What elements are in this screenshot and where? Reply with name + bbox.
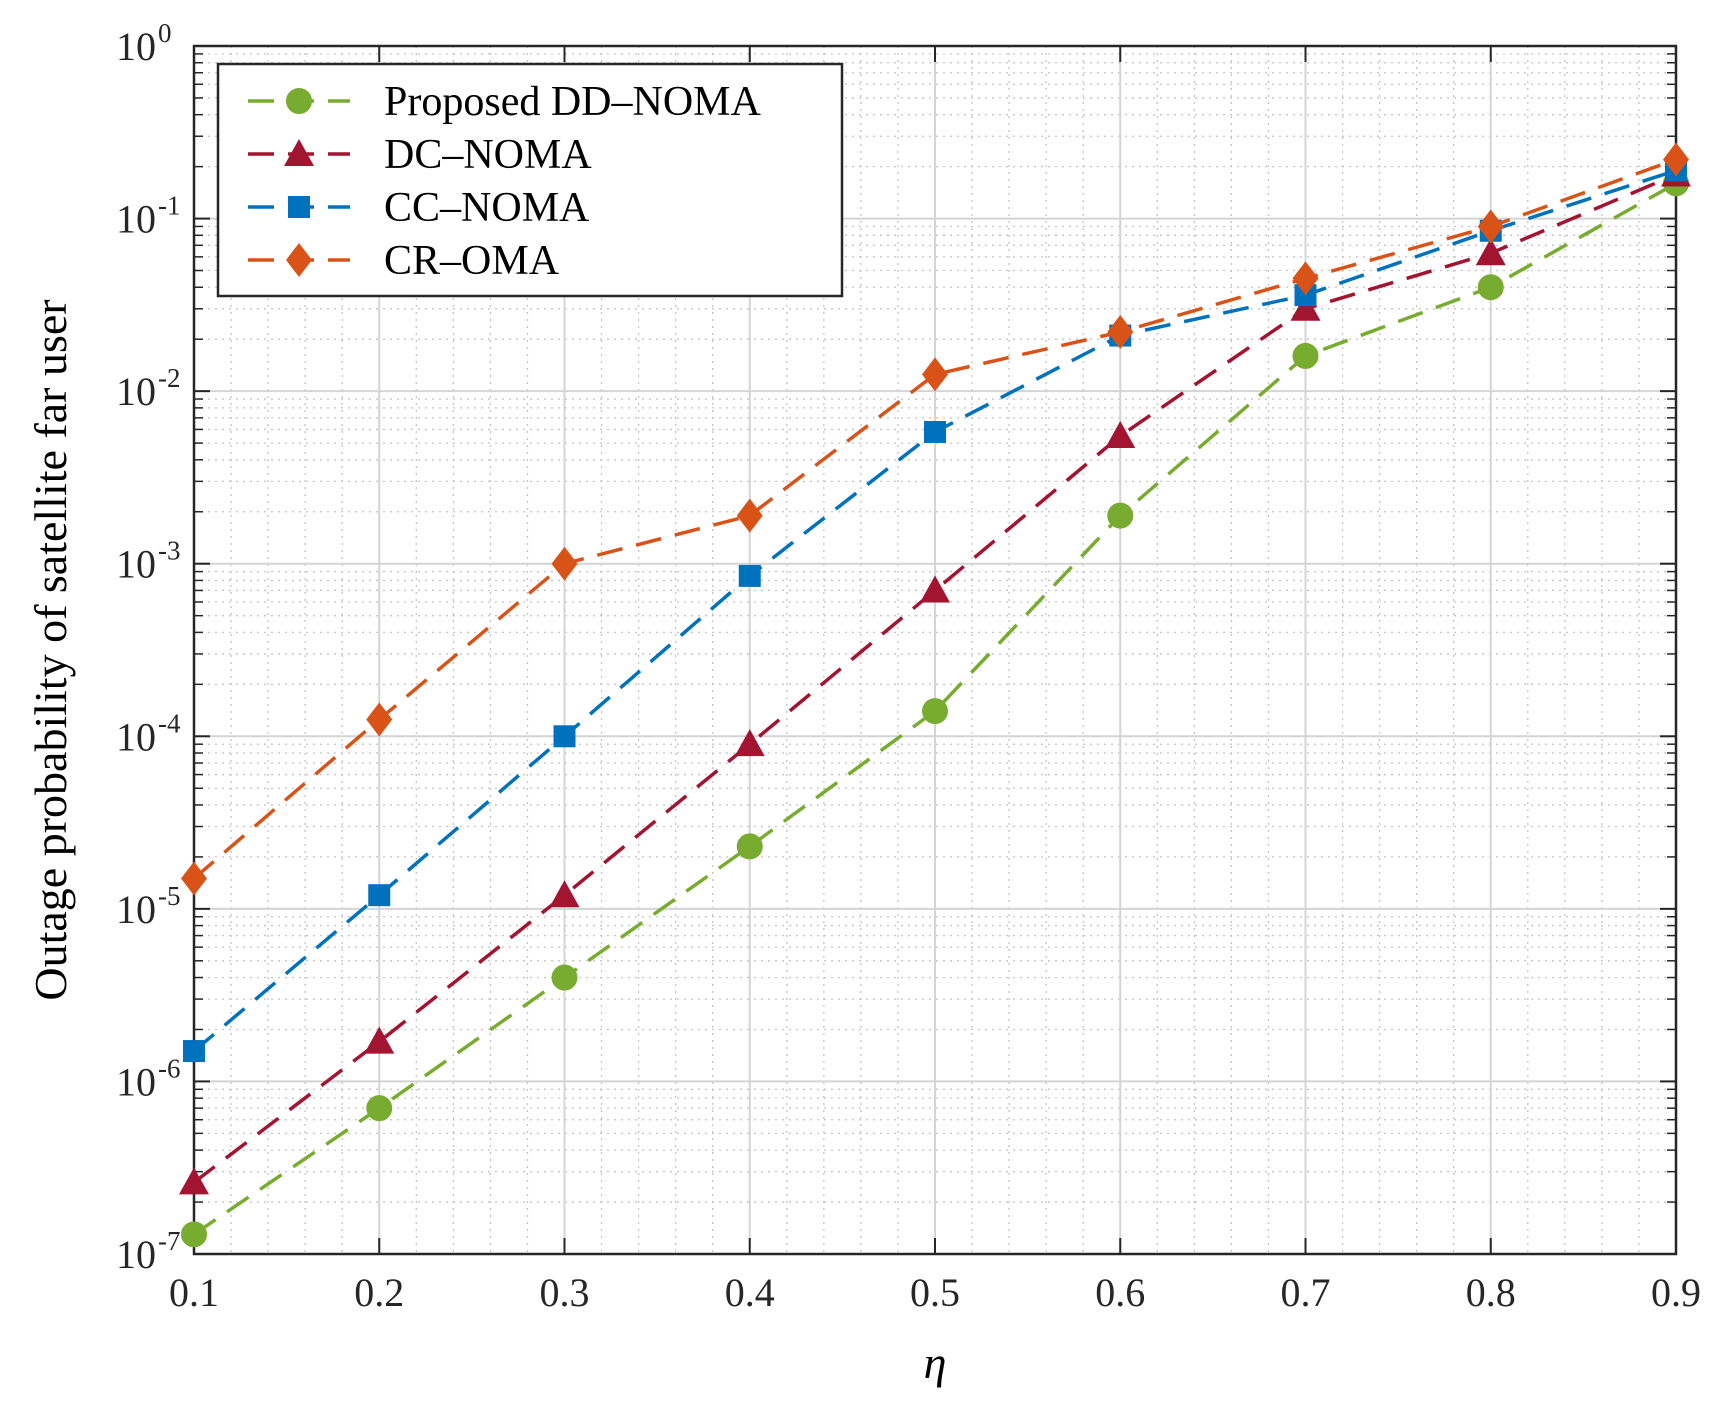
x-tick-label: 0.8 — [1466, 1270, 1516, 1315]
data-point — [736, 498, 763, 533]
series-0 — [181, 170, 1689, 1248]
y-tick-label: 10 0 — [116, 18, 172, 69]
y-tick-label: 10 -2 — [116, 363, 181, 414]
legend-item: DC–NOMA — [248, 132, 592, 178]
data-point — [734, 729, 765, 757]
y-tick-exponent: -5 — [158, 881, 181, 911]
series-3 — [181, 142, 1689, 896]
data-point — [1475, 238, 1506, 266]
data-point — [920, 575, 950, 603]
x-tick-label: 0.6 — [1095, 1270, 1145, 1315]
data-point — [551, 964, 578, 991]
legend-item: CC–NOMA — [248, 185, 590, 231]
y-tick-exponent: -4 — [158, 708, 181, 738]
x-tick-labels: 0.1 0.2 0.3 0.4 0.5 0.6 0.7 0.8 0.9 — [169, 1270, 1701, 1315]
y-tick-label: 10 -3 — [116, 536, 181, 587]
y-tick-base: 10 — [116, 24, 156, 69]
data-point — [1477, 209, 1504, 244]
data-point — [368, 884, 391, 907]
y-tick-label: 10 -4 — [116, 708, 181, 759]
data-point — [181, 861, 207, 896]
y-tick-exponent: -6 — [158, 1053, 181, 1083]
data-point — [922, 357, 948, 392]
y-tick-exponent: -1 — [158, 191, 181, 221]
data-point — [366, 702, 393, 737]
legend-label: CR–OMA — [384, 238, 560, 284]
data-point — [179, 1167, 209, 1195]
legend-item: CR–OMA — [248, 238, 560, 284]
y-tick-exponent: -3 — [158, 536, 181, 566]
data-point — [364, 1026, 395, 1054]
data-point — [1105, 420, 1136, 448]
data-point — [922, 698, 948, 725]
data-point — [1477, 274, 1504, 301]
y-tick-base: 10 — [116, 887, 156, 932]
y-tick-exponent: -7 — [158, 1226, 181, 1256]
y-tick-base: 10 — [116, 197, 156, 242]
legend-box — [216, 62, 844, 298]
data-point — [1663, 142, 1689, 177]
data-point — [553, 725, 576, 748]
series-line — [193, 181, 1677, 1236]
series-line — [192, 172, 1677, 1184]
data-point — [1107, 315, 1134, 350]
y-tick-base: 10 — [116, 714, 156, 759]
y-tick-label: 10 -6 — [116, 1053, 181, 1104]
legend: Proposed DD–NOMA DC–NOMA CC–NOMA CR–OMA — [216, 62, 844, 298]
x-tick-label: 0.9 — [1651, 1270, 1701, 1315]
legend-label: CC–NOMA — [384, 185, 590, 231]
x-tick-label: 0.3 — [540, 1270, 590, 1315]
y-tick-label: 10 -7 — [116, 1226, 181, 1277]
x-tick-label: 0.7 — [1281, 1270, 1331, 1315]
data-point — [1107, 502, 1134, 529]
legend-marker — [286, 88, 312, 114]
data-point — [736, 833, 763, 860]
y-tick-label: 10 -1 — [116, 191, 181, 242]
y-tick-base: 10 — [116, 542, 156, 587]
y-tick-exponent: -2 — [158, 363, 181, 393]
data-point — [366, 1095, 393, 1122]
data-point — [1290, 293, 1321, 321]
y-axis-title: Outage probability of satellite far user — [25, 299, 76, 1000]
data-point — [549, 880, 580, 908]
series-layer — [179, 142, 1691, 1248]
legend-item: Proposed DD–NOMA — [248, 79, 762, 125]
data-point — [183, 1040, 205, 1063]
y-tick-base: 10 — [116, 1232, 156, 1277]
data-point — [738, 564, 761, 587]
legend-marker — [286, 243, 312, 277]
data-point — [924, 420, 946, 443]
data-point — [181, 1221, 207, 1248]
y-tick-label: 10 -5 — [116, 881, 181, 932]
data-point — [1292, 261, 1319, 296]
legend-marker — [288, 196, 310, 218]
legend-marker — [284, 139, 314, 166]
y-tick-exponent: 0 — [158, 18, 172, 48]
data-point — [1292, 342, 1319, 369]
series-line — [192, 157, 1677, 880]
x-tick-label: 0.2 — [354, 1270, 404, 1315]
x-tick-label: 0.4 — [725, 1270, 775, 1315]
y-tick-base: 10 — [116, 1059, 156, 1104]
data-point — [551, 546, 578, 581]
x-axis-title: η — [924, 1337, 947, 1388]
x-tick-label: 0.1 — [169, 1270, 219, 1315]
legend-label: Proposed DD–NOMA — [384, 79, 762, 125]
y-tick-base: 10 — [116, 369, 156, 414]
x-tick-label: 0.5 — [910, 1270, 960, 1315]
axis-ticks — [193, 45, 1677, 1255]
legend-label: DC–NOMA — [384, 132, 592, 178]
